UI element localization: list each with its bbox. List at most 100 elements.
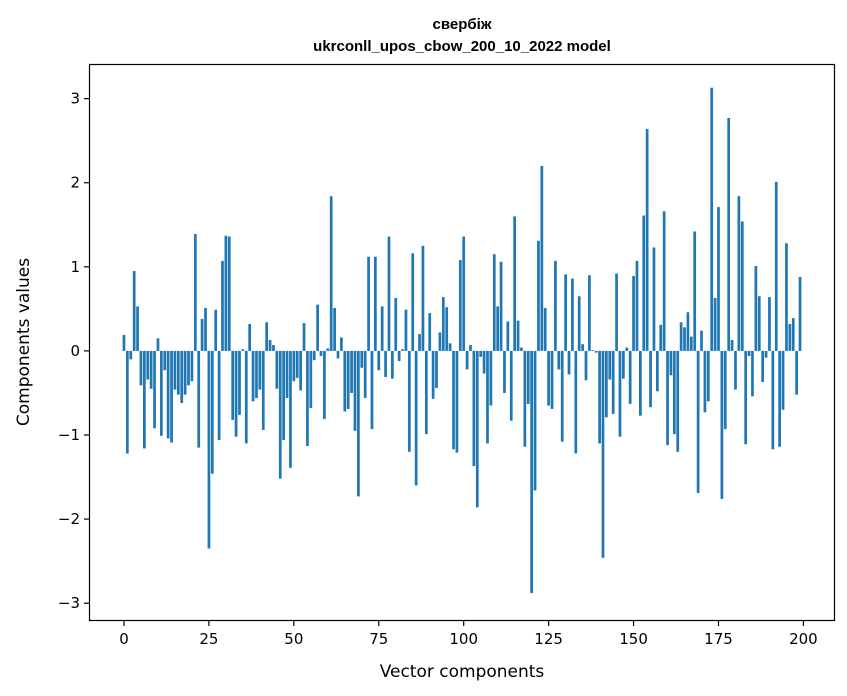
bar [183, 350, 187, 395]
bar [275, 350, 279, 389]
bar [696, 350, 700, 494]
bar [149, 350, 153, 389]
bar [774, 181, 778, 351]
bar [506, 321, 510, 351]
bar [564, 274, 567, 351]
y-tick-label: −3 [58, 594, 80, 612]
bar [778, 350, 781, 447]
x-tick-label: 50 [284, 630, 303, 648]
y-axis-label: Components values [14, 258, 34, 426]
bar [448, 343, 452, 351]
chart-subtitle: ukrconll_upos_cbow_200_10_2022 model [313, 38, 611, 55]
bar [227, 236, 231, 351]
bar [407, 350, 411, 452]
bar [360, 350, 364, 368]
bar [795, 350, 798, 395]
bar [567, 350, 571, 375]
bar [244, 350, 248, 444]
bar [316, 304, 319, 351]
bar [509, 350, 513, 421]
bar [635, 260, 639, 351]
bar [628, 350, 632, 404]
bar [723, 350, 727, 430]
bar [156, 338, 160, 351]
bar [594, 350, 598, 353]
bar [700, 330, 703, 351]
bar [357, 350, 360, 497]
bar [282, 350, 285, 441]
bar [323, 350, 326, 420]
bar [414, 350, 418, 486]
bar [438, 332, 442, 351]
bar [285, 350, 289, 398]
bar [207, 350, 211, 549]
bar [421, 245, 425, 351]
bar [540, 165, 544, 351]
bar [363, 350, 367, 398]
bar [268, 339, 272, 351]
bar [652, 247, 656, 351]
x-tick-label: 25 [199, 630, 218, 648]
bar [574, 350, 578, 454]
bar [295, 350, 299, 378]
bar [693, 231, 697, 351]
bar [374, 256, 377, 351]
bar [781, 350, 785, 410]
bar [346, 350, 350, 409]
x-tick-label: 175 [704, 630, 733, 648]
y-tick-label: 0 [70, 342, 80, 360]
bar-series [122, 87, 802, 594]
bar [734, 350, 737, 390]
bar [754, 265, 758, 351]
bar [581, 344, 584, 351]
bar [550, 350, 554, 409]
bar [193, 234, 197, 351]
bar [598, 350, 601, 444]
bar [608, 350, 612, 380]
bar [309, 350, 313, 409]
bar [465, 350, 469, 370]
bar [441, 297, 445, 351]
bar [717, 207, 720, 351]
bar [523, 350, 527, 447]
bar [486, 350, 489, 444]
chart-title: свербіж [433, 16, 492, 33]
bar [173, 350, 177, 390]
bar [176, 350, 180, 395]
bar [730, 339, 734, 351]
bar [343, 350, 347, 412]
bar [649, 350, 652, 408]
bar [686, 312, 690, 351]
bar [496, 306, 500, 351]
x-tick-label: 125 [534, 630, 563, 648]
bar [153, 350, 156, 429]
bar [234, 350, 238, 437]
bar [329, 196, 333, 351]
bar [513, 216, 517, 351]
bar [462, 236, 466, 351]
bar [625, 347, 629, 351]
bar [367, 256, 370, 351]
bar [618, 350, 622, 437]
bar [642, 215, 646, 351]
y-tick-label: −2 [58, 510, 80, 528]
bar [319, 350, 323, 356]
bar [683, 327, 686, 351]
bar [336, 350, 340, 359]
bar [791, 318, 795, 351]
bar [659, 324, 663, 351]
bar [306, 350, 309, 446]
x-tick-label: 150 [619, 630, 648, 648]
bar [475, 350, 479, 508]
bar [238, 350, 241, 415]
bar [516, 320, 520, 351]
bar [384, 350, 387, 377]
bar [387, 236, 391, 351]
bar [265, 322, 269, 351]
bar [632, 276, 635, 351]
bar [605, 350, 608, 418]
bar [584, 350, 588, 381]
y-tick-label: 3 [70, 90, 80, 108]
bar [136, 306, 139, 351]
bar [180, 350, 184, 404]
